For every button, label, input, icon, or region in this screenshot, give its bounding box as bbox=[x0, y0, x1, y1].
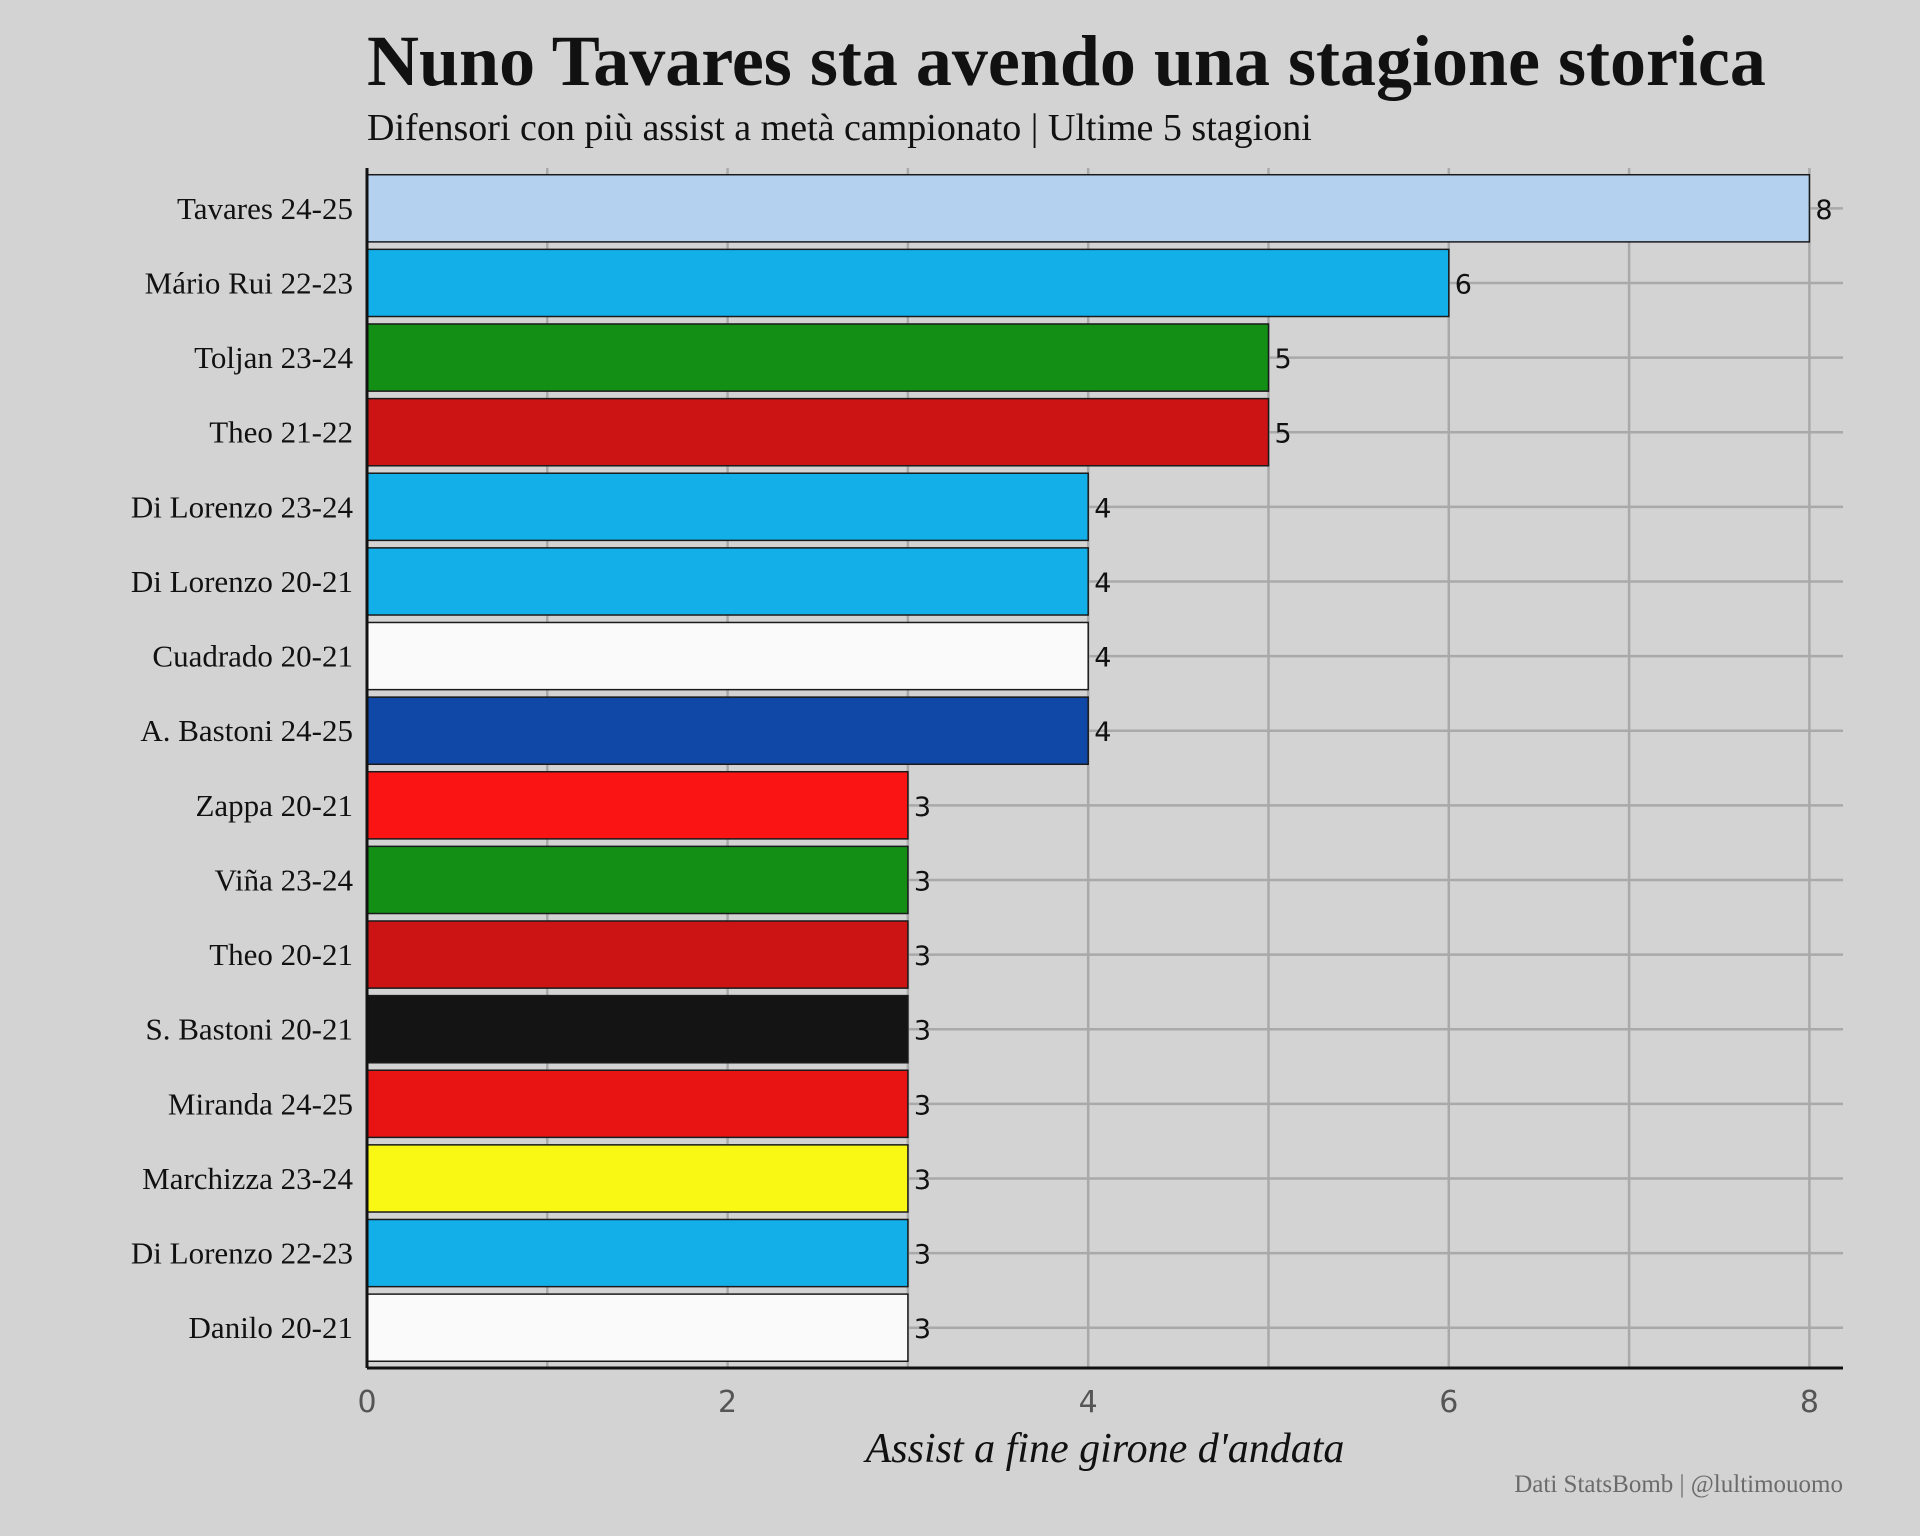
bar bbox=[366, 994, 909, 1064]
data-label: 3 bbox=[914, 792, 931, 823]
x-tick-label: 4 bbox=[1079, 1385, 1098, 1420]
category-label: Miranda 24-25 bbox=[168, 1086, 353, 1121]
data-label: 3 bbox=[914, 941, 931, 972]
data-label: 3 bbox=[914, 1016, 931, 1047]
category-label: Toljan 23-24 bbox=[194, 340, 353, 375]
data-label: 3 bbox=[914, 1240, 931, 1271]
x-tick-labels: 0 2 4 6 8 bbox=[357, 1385, 1818, 1420]
data-label: 3 bbox=[914, 1165, 931, 1196]
bar bbox=[366, 1069, 909, 1139]
category-label: Di Lorenzo 20-21 bbox=[131, 564, 353, 599]
category-label: Theo 21-22 bbox=[209, 415, 353, 450]
bar bbox=[366, 248, 1450, 318]
category-label: Danilo 20-21 bbox=[189, 1310, 353, 1345]
bar bbox=[366, 621, 1089, 691]
x-tick-label: 0 bbox=[357, 1385, 376, 1420]
bar bbox=[366, 1218, 909, 1288]
data-label: 4 bbox=[1094, 493, 1111, 524]
bar bbox=[366, 1293, 909, 1363]
x-tick-label: 2 bbox=[718, 1385, 737, 1420]
category-label: Cuadrado 20-21 bbox=[152, 639, 353, 674]
category-label: A. Bastoni 24-25 bbox=[140, 713, 353, 748]
x-tick-label: 6 bbox=[1439, 1385, 1458, 1420]
category-label: Tavares 24-25 bbox=[177, 191, 353, 226]
bar bbox=[366, 1144, 909, 1213]
category-label: Di Lorenzo 23-24 bbox=[131, 489, 354, 524]
bar bbox=[366, 323, 1270, 392]
bar bbox=[366, 547, 1089, 616]
data-label: 3 bbox=[914, 1314, 931, 1345]
bar bbox=[366, 845, 909, 915]
category-label: Zappa 20-21 bbox=[195, 788, 353, 823]
category-label: S. Bastoni 20-21 bbox=[145, 1012, 353, 1047]
bar bbox=[366, 696, 1089, 766]
x-tick-label: 8 bbox=[1800, 1385, 1819, 1420]
bar bbox=[366, 397, 1270, 467]
data-label: 4 bbox=[1094, 568, 1111, 599]
bar bbox=[366, 173, 1811, 243]
x-axis-title: Assist a fine girone d'andata bbox=[863, 1426, 1345, 1472]
bar bbox=[366, 770, 909, 840]
chart-subtitle: Difensori con più assist a metà campiona… bbox=[367, 107, 1312, 149]
category-label: Theo 20-21 bbox=[209, 937, 353, 972]
data-label: 6 bbox=[1455, 269, 1472, 300]
chart-title: Nuno Tavares sta avendo una stagione sto… bbox=[367, 21, 1766, 101]
bar bbox=[366, 472, 1089, 542]
data-label: 5 bbox=[1275, 344, 1292, 375]
data-label: 5 bbox=[1275, 419, 1292, 450]
category-label: Di Lorenzo 22-23 bbox=[131, 1236, 353, 1271]
data-label: 4 bbox=[1094, 717, 1111, 748]
value-labels: 8 6 5 5 4 4 4 4 3 3 3 3 3 3 3 3 bbox=[914, 195, 1833, 1345]
data-label: 4 bbox=[1094, 643, 1111, 674]
data-label: 8 bbox=[1815, 195, 1832, 226]
category-label: Viña 23-24 bbox=[215, 862, 354, 897]
category-label: Marchizza 23-24 bbox=[142, 1161, 353, 1196]
category-label: Mário Rui 22-23 bbox=[145, 265, 353, 300]
data-label: 3 bbox=[914, 866, 931, 897]
data-label: 3 bbox=[914, 1090, 931, 1121]
bar bbox=[366, 920, 909, 989]
source-credit: Dati StatsBomb | @lultimouomo bbox=[1514, 1471, 1843, 1498]
category-labels: Tavares 24-25 Mário Rui 22-23 Toljan 23-24… bbox=[131, 191, 354, 1345]
bars bbox=[366, 173, 1811, 1363]
